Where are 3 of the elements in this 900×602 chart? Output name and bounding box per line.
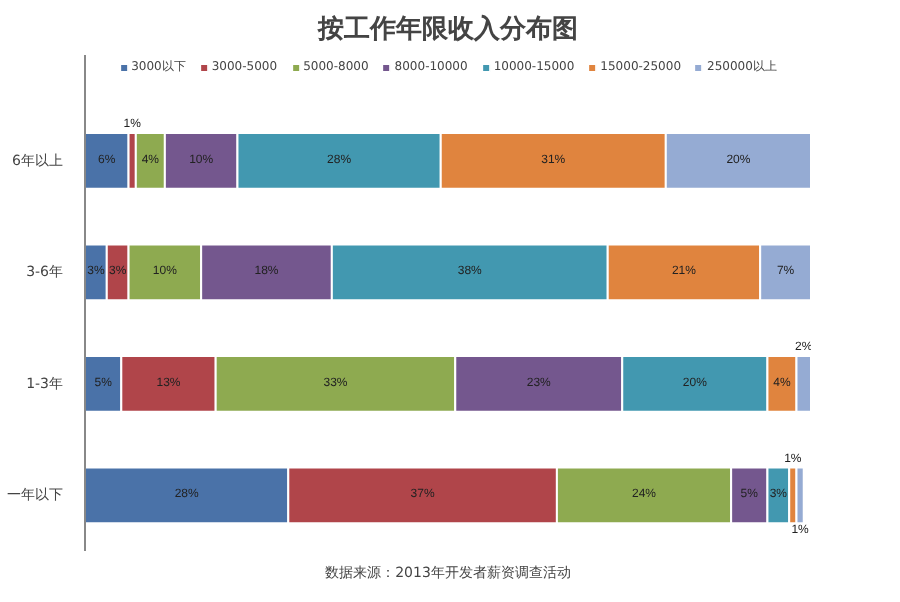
bar: [85, 132, 130, 190]
bar: [795, 466, 805, 525]
chart-title: 按工作年限收入分布图: [316, 13, 578, 45]
